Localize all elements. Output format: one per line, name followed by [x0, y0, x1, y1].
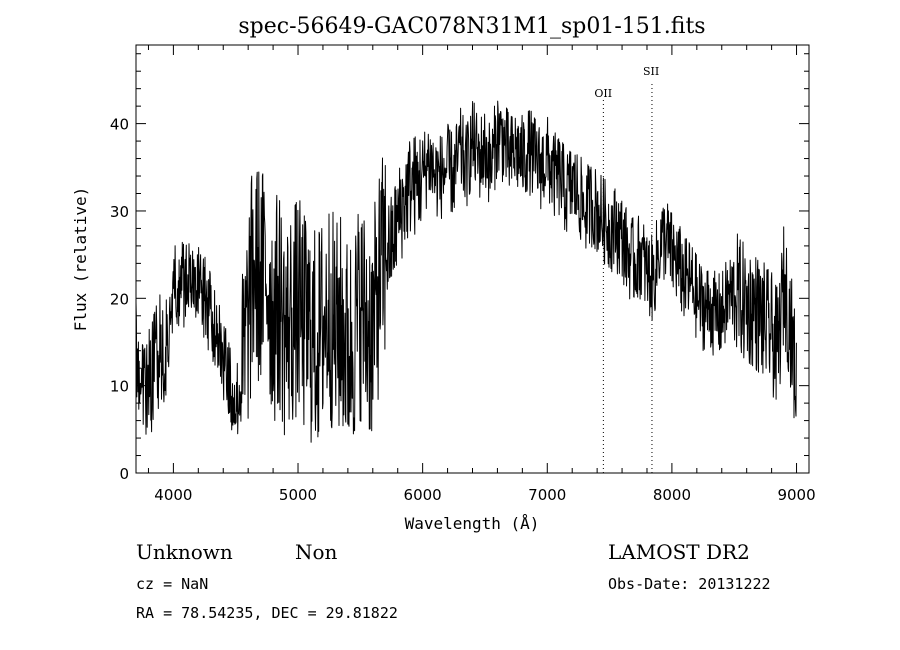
plot-frame — [135, 44, 810, 474]
x-tick-label: 8000 — [653, 486, 691, 504]
redshift-value: cz = NaN — [136, 575, 209, 593]
x-axis-label: Wavelength (Å) — [405, 514, 540, 533]
coordinates: RA = 78.54235, DEC = 29.81822 — [136, 604, 398, 622]
x-tick-label: 5000 — [279, 486, 317, 504]
object-subclass: Non — [295, 540, 338, 564]
x-tick-label: 7000 — [528, 486, 566, 504]
y-tick-label: 10 — [110, 378, 129, 396]
x-tick-label: 4000 — [154, 486, 192, 504]
y-axis-label: Flux (relative) — [71, 187, 90, 332]
y-tick-label: 0 — [119, 465, 129, 483]
chart-title: spec-56649-GAC078N31M1_sp01-151.fits — [238, 14, 705, 39]
line-marker-label: OII — [594, 87, 612, 100]
line-marker-label: SII — [643, 65, 659, 78]
x-tick-label: 6000 — [404, 486, 442, 504]
y-tick-label: 30 — [110, 203, 129, 221]
obs-date: Obs-Date: 20131222 — [608, 575, 771, 593]
x-tick-label: 9000 — [777, 486, 815, 504]
survey-name: LAMOST DR2 — [608, 540, 750, 564]
object-class: Unknown — [136, 540, 233, 564]
y-tick-label: 20 — [110, 290, 129, 308]
spectrum-line — [135, 100, 797, 443]
y-tick-label: 40 — [110, 116, 129, 134]
